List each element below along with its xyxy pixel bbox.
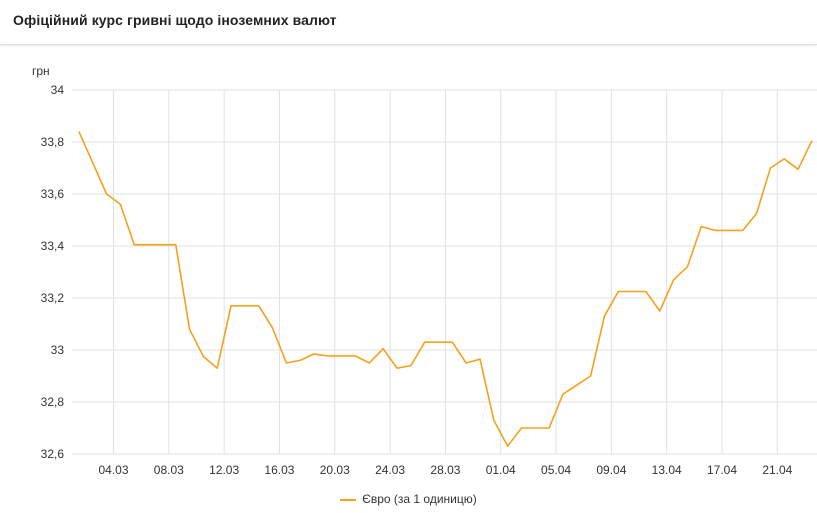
x-tick-label: 28.03: [430, 463, 460, 477]
chart-header: Офіційний курс гривні щодо іноземних вал…: [0, 0, 817, 45]
y-tick-label: 32,6: [41, 447, 65, 461]
y-tick-label: 33,2: [41, 291, 65, 305]
x-tick-label: 09.04: [596, 463, 626, 477]
y-tick-label: 33,6: [41, 187, 65, 201]
legend-swatch: [340, 498, 357, 501]
legend-label: Євро (за 1 одиницю): [362, 492, 477, 506]
chart-title: Офіційний курс гривні щодо іноземних вал…: [13, 12, 337, 28]
y-axis-unit-label: грн: [32, 64, 50, 78]
x-tick-label: 12.03: [209, 463, 239, 477]
x-tick-label: 16.03: [264, 463, 294, 477]
x-tick-label: 05.04: [541, 463, 571, 477]
y-tick-label: 33,4: [41, 239, 65, 253]
y-tick-label: 34: [51, 83, 65, 97]
x-tick-label: 01.04: [486, 463, 516, 477]
x-tick-label: 04.03: [98, 463, 128, 477]
y-tick-label: 32,8: [41, 395, 65, 409]
x-tick-label: 20.03: [320, 463, 350, 477]
x-tick-label: 21.04: [762, 463, 792, 477]
y-tick-label: 33: [51, 343, 65, 357]
series-line: [78, 131, 813, 448]
legend[interactable]: Євро (за 1 одиницю): [0, 492, 817, 506]
x-tick-label: 13.04: [652, 463, 682, 477]
x-tick-label: 08.03: [154, 463, 184, 477]
y-tick-label: 33,8: [41, 135, 65, 149]
x-tick-label: 17.04: [707, 463, 737, 477]
x-tick-label: 24.03: [375, 463, 405, 477]
